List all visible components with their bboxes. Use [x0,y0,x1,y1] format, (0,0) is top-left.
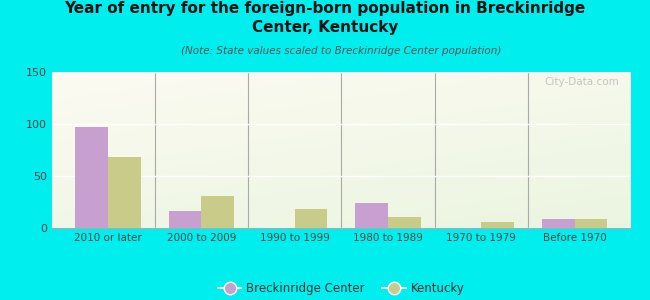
Bar [356,203,388,228]
Bar [542,219,575,228]
Text: Year of entry for the foreign-born population in Breckinridge
Center, Kentucky: Year of entry for the foreign-born popul… [64,2,586,35]
Bar [108,157,140,228]
Text: City-Data.com: City-Data.com [544,77,619,87]
Bar [575,219,607,228]
Bar [388,217,421,228]
Bar [202,196,234,228]
Bar [168,212,202,228]
Text: (Note: State values scaled to Breckinridge Center population): (Note: State values scaled to Breckinrid… [181,46,501,56]
Bar [75,127,108,228]
Bar [294,209,327,228]
Bar [481,222,514,228]
Legend: Breckinridge Center, Kentucky: Breckinridge Center, Kentucky [213,278,469,300]
